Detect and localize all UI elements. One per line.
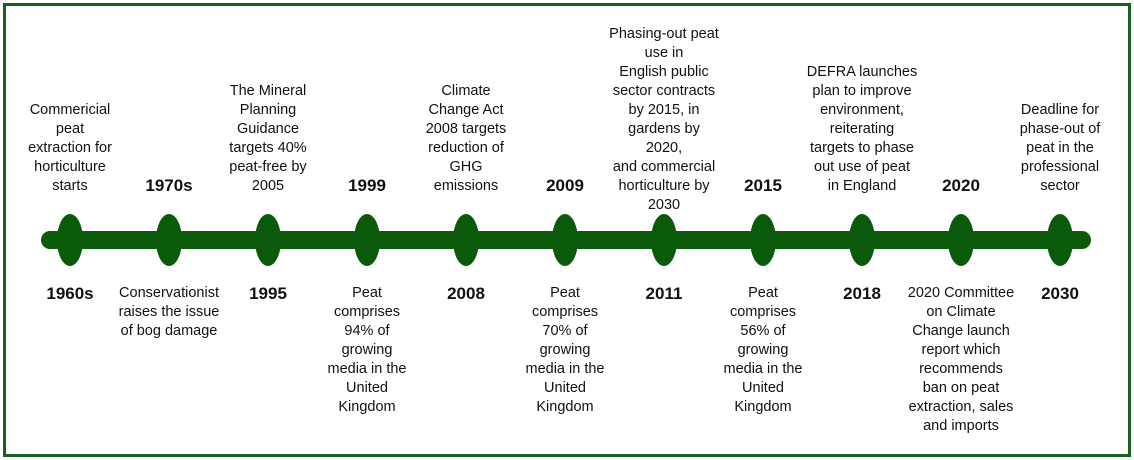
timeline-node [156, 214, 182, 266]
event-description: Peat comprises 56% of growing media in t… [723, 285, 803, 415]
event-description: Commericial peat extraction for horticul… [28, 102, 112, 194]
timeline-node [57, 214, 83, 266]
event-description: Climate Change Act 2008 targets reductio… [425, 83, 507, 194]
event-description: Peat comprises 94% of growing media in t… [327, 285, 407, 415]
event-year: 2008 [447, 284, 485, 303]
event-year: 2009 [546, 176, 584, 195]
event-description: Peat comprises 70% of growing media in t… [525, 285, 605, 415]
event-description: DEFRA launches plan to improve environme… [806, 64, 918, 194]
event-year: 2015 [744, 176, 782, 195]
timeline-node [849, 214, 875, 266]
timeline-node [750, 214, 776, 266]
event-description: Deadline for phase-out of peat in the pr… [1019, 102, 1101, 194]
event-year: 1970s [145, 176, 193, 195]
event-year: 1960s [46, 284, 94, 303]
timeline-node [453, 214, 479, 266]
event-description: Phasing-out peat use in English public s… [609, 26, 719, 213]
timeline-node [255, 214, 281, 266]
timeline-node [948, 214, 974, 266]
event-year: 2030 [1041, 284, 1079, 303]
event-year: 1995 [249, 284, 287, 303]
event-description: 2020 Committee on Climate Change launch … [907, 285, 1015, 434]
event-year: 2011 [645, 284, 683, 303]
timeline-node [552, 214, 578, 266]
timeline-node [354, 214, 380, 266]
event-year: 1999 [348, 176, 386, 195]
event-description: Conservationist raises the issue of bog … [118, 285, 220, 339]
timeline-node [651, 214, 677, 266]
event-year: 2018 [843, 284, 881, 303]
timeline-node [1047, 214, 1073, 266]
event-year: 2020 [942, 176, 980, 195]
event-description: The Mineral Planning Guidance targets 40… [229, 83, 307, 194]
